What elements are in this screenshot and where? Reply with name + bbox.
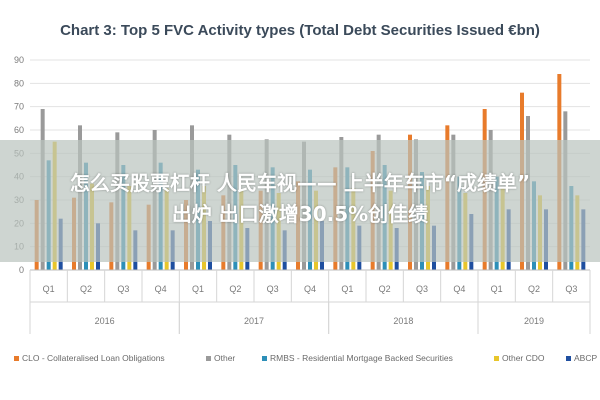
y-tick-label: 80 [14,78,24,88]
year-label: 2016 [95,316,115,326]
x-tick-label: Q3 [267,284,279,294]
x-tick-label: Q1 [43,284,55,294]
legend-label: ABCP [574,353,597,363]
legend-swatch [262,356,267,361]
x-tick-label: Q2 [229,284,241,294]
legend: CLO - Collateralised Loan Obligations Oth… [14,353,597,363]
overlay-banner [0,140,600,262]
chart-title: Chart 3: Top 5 FVC Activity types (Total… [60,22,540,39]
y-tick-label: 60 [14,125,24,135]
y-tick-label: 0 [19,265,24,275]
y-tick-label: 90 [14,55,24,65]
legend-item: Other CDO [494,353,545,363]
x-tick-label: Q2 [80,284,92,294]
legend-label: CLO - Collateralised Loan Obligations [22,353,165,363]
x-tick-label: Q4 [304,284,316,294]
x-tick-label: Q1 [491,284,503,294]
legend-label: RMBS - Residential Mortgage Backed Secur… [270,353,453,363]
legend-label: Other [214,353,235,363]
x-tick-label: Q1 [192,284,204,294]
legend-item: CLO - Collateralised Loan Obligations [14,353,165,363]
x-tick-label: Q3 [416,284,428,294]
legend-label: Other CDO [502,353,545,363]
x-tick-label: Q4 [453,284,465,294]
overlay-headline-line1: 怎么买股票杠杆 人民车视—— 上半年车市“成绩单” [69,171,531,195]
legend-item: Other [206,353,235,363]
legend-swatch [206,356,211,361]
legend-swatch [14,356,19,361]
legend-item: ABCP [566,353,597,363]
overlay-headline-line2: 出炉 出口激增30.5%创佳绩 [171,202,429,226]
legend-swatch [566,356,571,361]
year-label: 2019 [524,316,544,326]
y-tick-label: 70 [14,102,24,112]
x-tick-label: Q4 [155,284,167,294]
x-tick-label: Q2 [528,284,540,294]
legend-item: RMBS - Residential Mortgage Backed Secur… [262,353,453,363]
x-tick-label: Q1 [341,284,353,294]
x-axis: Q1 Q2 Q3 Q4 Q1 Q2 Q3 Q4 Q1 Q2 Q3 Q4 Q1 Q2 Q3 2016 2017 20… [29,269,591,334]
x-tick-label: Q3 [565,284,577,294]
x-tick-label: Q3 [117,284,129,294]
overlay-headline[interactable]: 怎么买股票杠杆 人民车视—— 上半年车市“成绩单” 出炉 出口激增30.5%创佳… [0,168,600,230]
x-tick-label: Q2 [379,284,391,294]
year-label: 2018 [393,316,413,326]
legend-swatch [494,356,499,361]
year-label: 2017 [244,316,264,326]
